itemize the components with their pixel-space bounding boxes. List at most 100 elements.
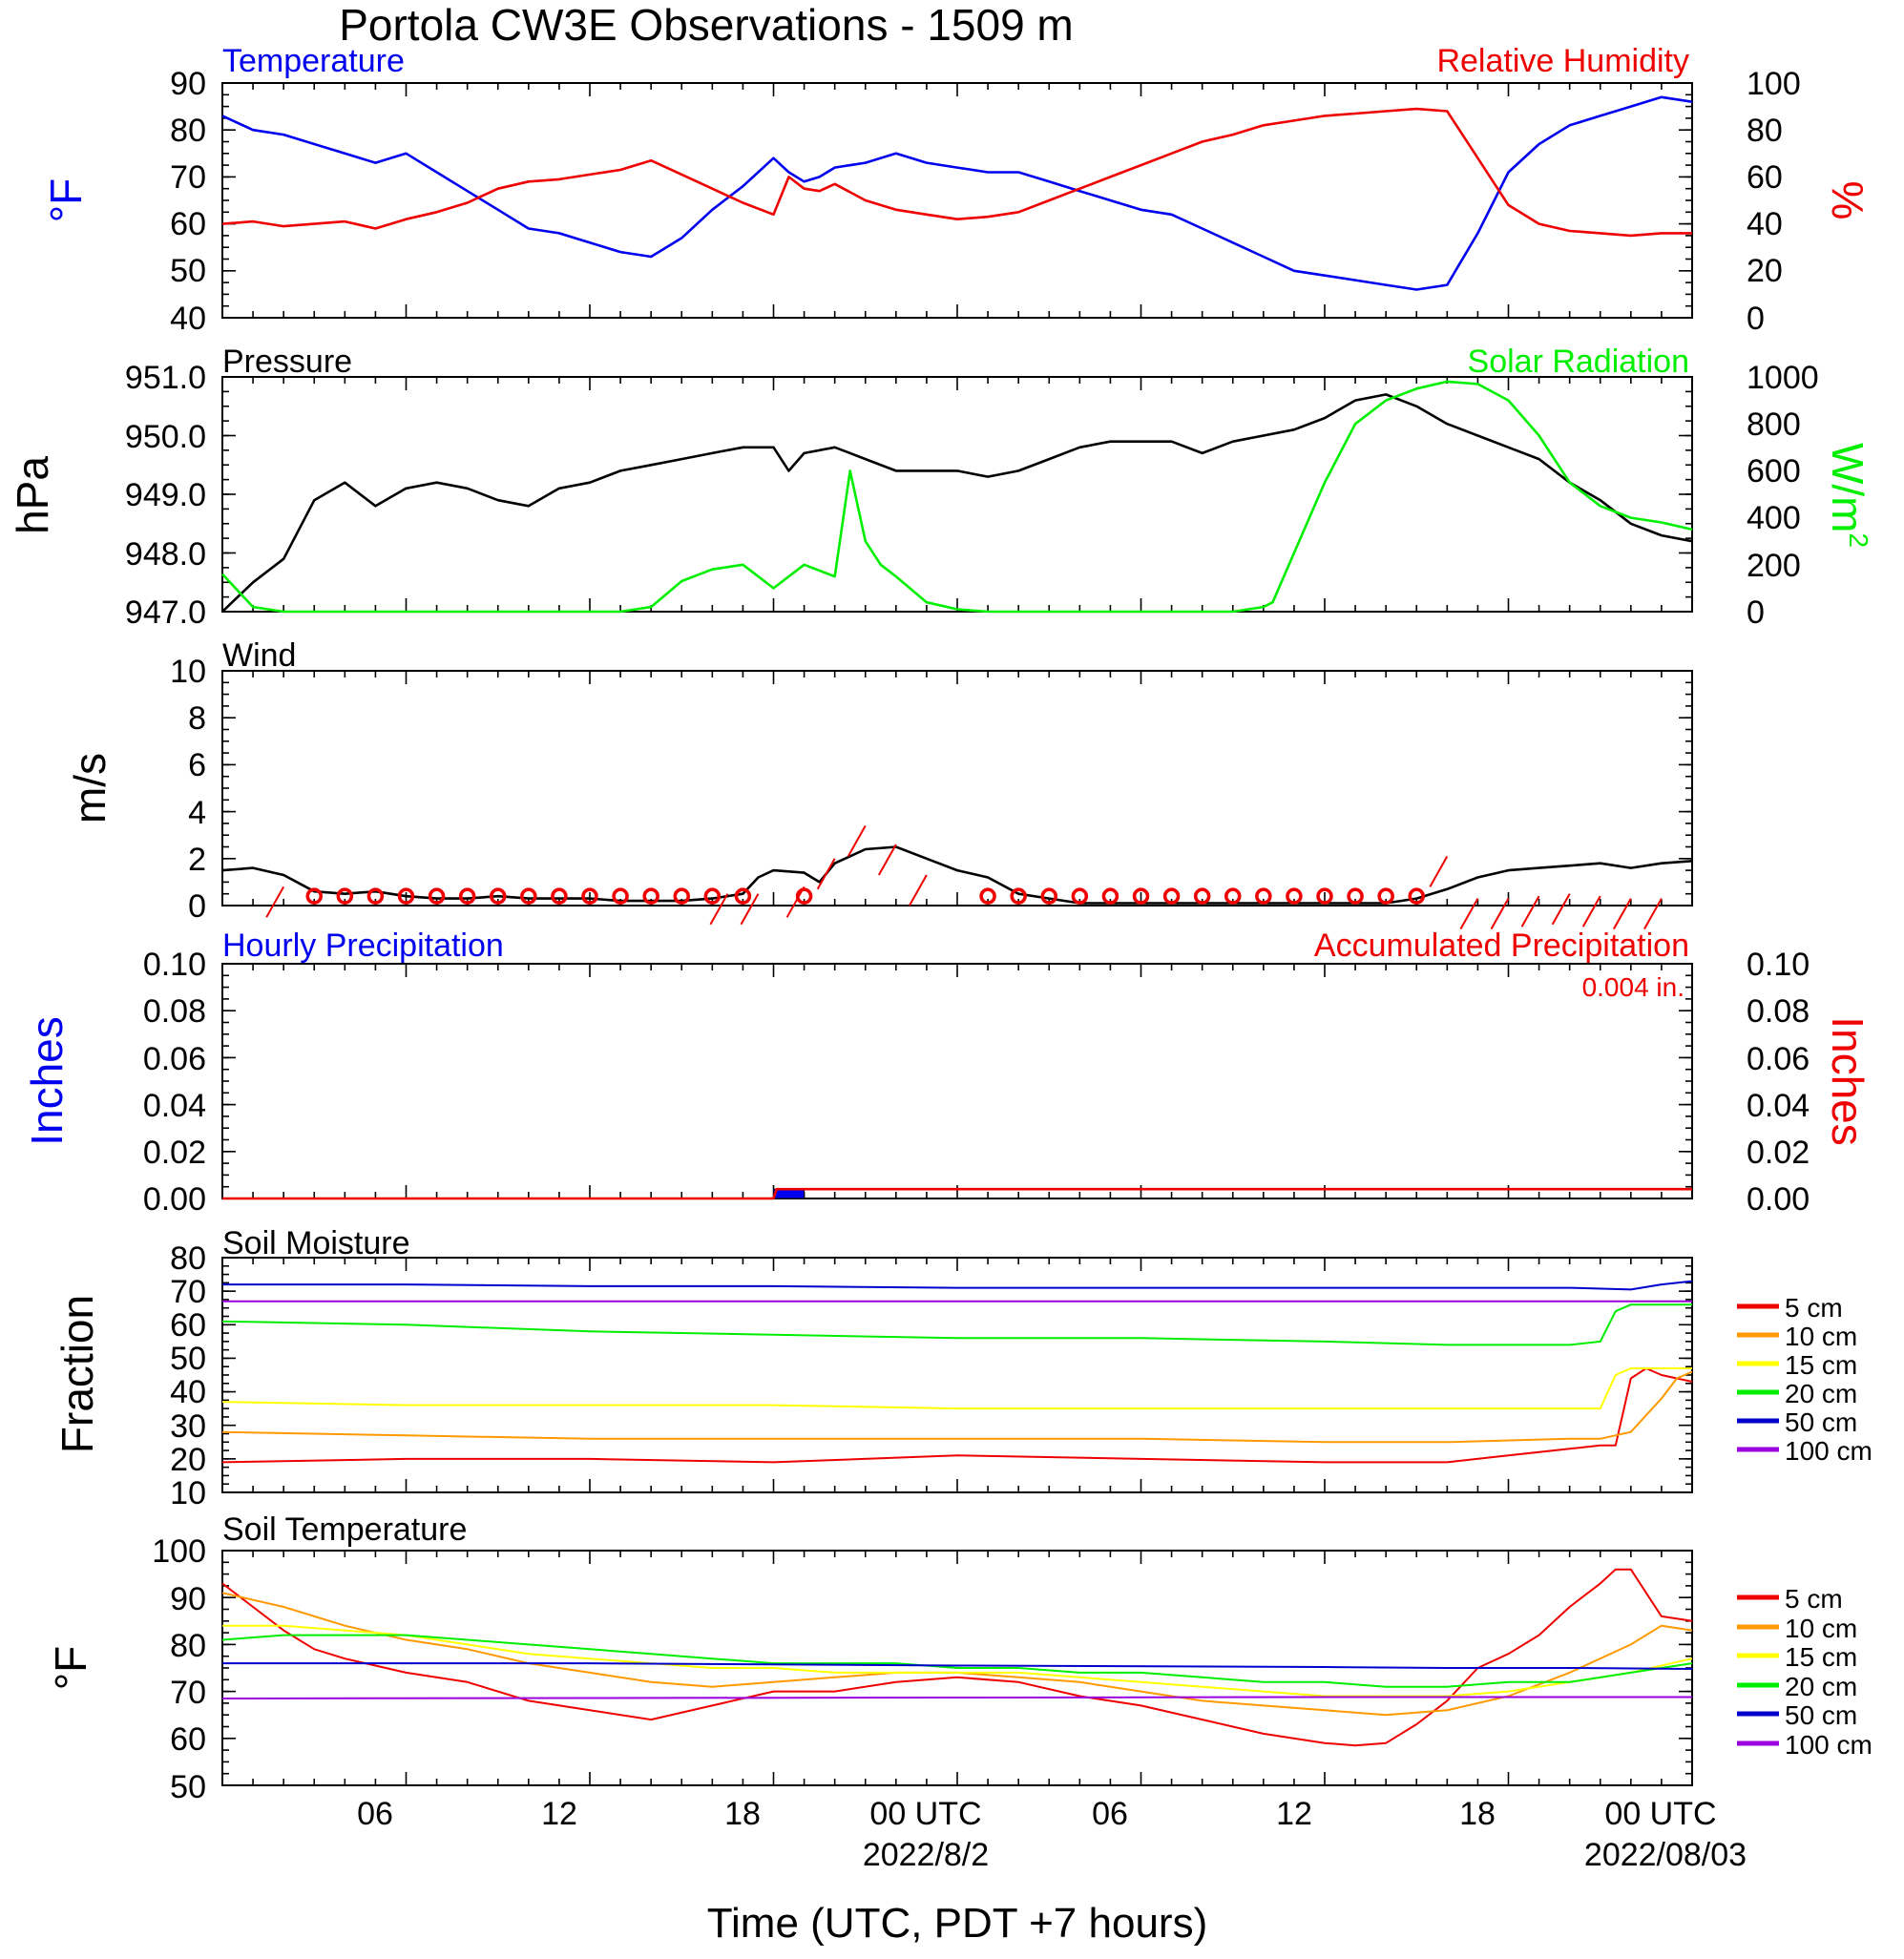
y-tick-label: 20	[170, 1442, 206, 1478]
panel-wind: Wind m/s 10 8 6 4 2 0	[65, 637, 1693, 930]
x-tick-labels: 06 12 18 00 UTC 06 12 18 00 UTC 2022/8/2…	[357, 1796, 1747, 1873]
x-date-label: 2022/8/2	[863, 1837, 989, 1873]
wind-calm-circle	[1255, 887, 1272, 905]
wind-barb	[265, 886, 285, 918]
wind-calm-circle	[673, 887, 690, 905]
legend-label-50cm: 50 cm	[1785, 1700, 1857, 1730]
wind-calm-circle	[612, 887, 629, 905]
soil-temperature-legend: 5 cm 10 cm 15 cm 20 cm 50 cm 100 cm	[1737, 1584, 1873, 1760]
precipitation-ticks	[221, 963, 1693, 1199]
panel-soil-moisture: Soil Moisture Fraction 80 70 60 50 40 30…	[52, 1225, 1873, 1511]
series-line-wind-0	[221, 845, 1693, 905]
wind-barbs	[265, 824, 1663, 930]
wind-calm-circle	[1347, 887, 1364, 905]
series-line-precip-0	[222, 1187, 1692, 1200]
y-tick-label: 30	[170, 1408, 206, 1445]
legend-label-20cm: 20 cm	[1785, 1379, 1857, 1408]
x-tick-label: 12	[541, 1796, 577, 1832]
soil-moisture-series	[221, 1280, 1693, 1464]
y-tick-label: 40	[170, 1374, 206, 1410]
solar-axis-unit: W/m	[1823, 443, 1873, 533]
accum-precip-axis-label: Inches	[1823, 1016, 1873, 1146]
x-tick-label: 12	[1276, 1796, 1312, 1832]
pressure-solar-series	[221, 380, 1693, 614]
humidity-y-ticks: 100 80 60 40 20 0	[1747, 66, 1801, 337]
y-tick-label: 80	[170, 1628, 206, 1664]
wind-calm-circle	[490, 887, 507, 905]
solar-y-ticks: 1000 800 600 400 200 0	[1747, 360, 1819, 631]
soil-moisture-y-ticks: 80 70 60 50 40 30 20 10	[170, 1240, 206, 1511]
x-date-label: 2022/08/03	[1584, 1837, 1747, 1873]
y-tick-label: 950.0	[125, 419, 206, 455]
wind-calm-circle	[1010, 887, 1027, 905]
y-tick-label: 40	[170, 301, 206, 337]
wind-calm-circle	[979, 887, 996, 905]
wind-barb	[816, 858, 836, 890]
y-tick-label: 0	[188, 888, 206, 925]
temperature-axis-label: °F	[41, 178, 91, 223]
wind-calm-circle	[581, 887, 598, 905]
y-tick-label: 0	[1747, 301, 1765, 337]
x-axis-label: Time (UTC, PDT +7 hours)	[707, 1900, 1207, 1947]
wind-calm-circle	[1408, 887, 1425, 905]
wind-calm-circle	[305, 887, 323, 905]
y-tick-label: 60	[170, 206, 206, 242]
hourly-precip-axis-label: Inches	[22, 1016, 72, 1146]
pressure-axis-label: hPa	[8, 456, 57, 534]
soil-temperature-series	[221, 1568, 1693, 1747]
wind-calm-circle	[551, 887, 568, 905]
legend-label-50cm: 50 cm	[1785, 1407, 1857, 1437]
y-tick-label: 0.06	[143, 1041, 206, 1077]
wind-barb	[877, 844, 897, 876]
temperature-humidity-frame	[221, 82, 1693, 319]
y-tick-label: 50	[170, 1769, 206, 1805]
series-line-soil_moisture-3	[221, 1303, 1692, 1346]
wind-calm-circle	[397, 887, 415, 905]
wind-barb	[847, 824, 867, 857]
y-tick-label: 10	[170, 1475, 206, 1511]
series-line-temp_rh-1	[221, 107, 1692, 238]
wind-calm-circle	[1193, 887, 1211, 905]
precipitation-frame	[221, 963, 1693, 1199]
legend-label-10cm: 10 cm	[1785, 1322, 1857, 1351]
temperature-humidity-ticks	[221, 82, 1693, 319]
wind-calm-circle	[366, 887, 385, 905]
wind-calm-circle	[520, 887, 537, 905]
x-tick-label: 18	[724, 1796, 761, 1832]
y-tick-label: 0.10	[1747, 947, 1810, 983]
series-line-soil_moisture-0	[221, 1367, 1693, 1464]
series-line-soil_moisture-4	[222, 1280, 1693, 1291]
y-tick-label: 4	[188, 795, 206, 831]
series-line-pressure_solar-1	[221, 380, 1693, 614]
accum-precip-title: Accumulated Precipitation	[1314, 927, 1689, 964]
wind-barb	[909, 874, 928, 907]
wind-calm-circle	[458, 887, 476, 905]
series-line-soil_temperature-1	[221, 1592, 1693, 1717]
y-tick-label: 70	[170, 1274, 206, 1310]
series-line-temp_rh-0	[221, 95, 1693, 291]
soil-temperature-axis-label: °F	[46, 1646, 95, 1691]
y-tick-label: 0.08	[143, 993, 206, 1030]
wind-barb	[785, 886, 806, 918]
series-line-soil_moisture-2	[221, 1367, 1692, 1410]
y-tick-label: 800	[1747, 406, 1801, 443]
y-tick-label: 0.06	[1747, 1041, 1810, 1077]
y-tick-label: 6	[188, 747, 206, 783]
figure-title: Portola CW3E Observations - 1509 m	[339, 0, 1074, 50]
panel-temperature-humidity: Temperature Relative Humidity °F % 90 80…	[41, 43, 1873, 337]
series-line-soil_temperature-3	[221, 1634, 1693, 1688]
solar-axis-label: W/m2	[1823, 443, 1873, 548]
y-tick-label: 40	[1747, 206, 1783, 242]
series-line-soil_moisture-1	[221, 1370, 1693, 1444]
y-tick-label: 90	[170, 66, 206, 102]
soil-moisture-frame	[221, 1257, 1693, 1493]
temperature-y-ticks: 90 80 70 60 50 40	[170, 66, 206, 337]
soil-moisture-title: Soil Moisture	[222, 1225, 410, 1261]
wind-calm-circle	[1224, 887, 1242, 905]
temperature-title: Temperature	[222, 43, 405, 79]
legend-label-15cm: 15 cm	[1785, 1642, 1857, 1672]
wind-calm-circle	[1286, 887, 1303, 905]
y-tick-label: 0.02	[1747, 1135, 1810, 1171]
series-line-soil_temperature-5	[221, 1696, 1692, 1699]
y-tick-label: 0.10	[143, 947, 206, 983]
